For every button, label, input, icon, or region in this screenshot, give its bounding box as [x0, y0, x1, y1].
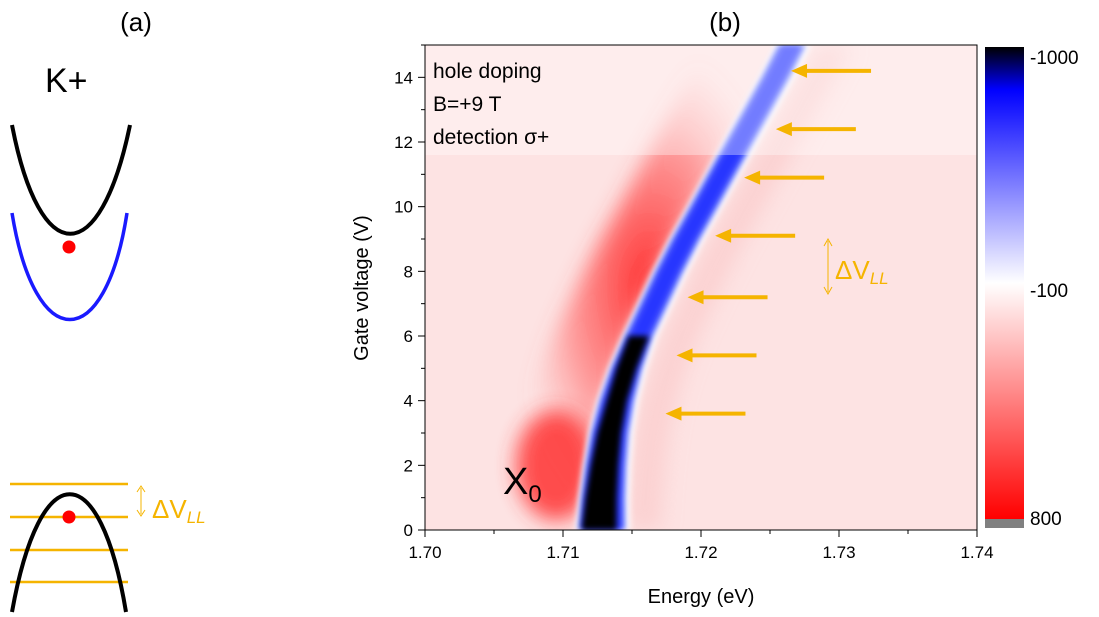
landau-arrow	[715, 228, 796, 243]
landau-arrow-head	[744, 170, 761, 185]
y-tick-label: 14	[394, 68, 413, 87]
colorbar-tick-bottom: 800	[1030, 509, 1062, 530]
heatmap-halo	[626, 45, 853, 530]
landau-arrow-head	[791, 63, 808, 78]
colorbar-tick-top: -1000	[1030, 48, 1079, 69]
x-axis-label: Energy (eV)	[648, 586, 755, 608]
delta-vll-label-b: ΔVLL	[835, 255, 889, 288]
y-tick-label: 4	[404, 392, 413, 411]
peak-label: X0	[503, 461, 542, 508]
panel-a: (a) K+ ΔVLL	[10, 7, 206, 613]
annotation-line-3: detection σ+	[433, 126, 549, 149]
landau-arrow	[665, 406, 746, 421]
landau-arrow-head	[715, 228, 732, 243]
landau-arrow	[687, 290, 768, 305]
y-tick-label: 0	[404, 521, 413, 540]
x-tick-label: 1.73	[822, 543, 855, 562]
landau-arrow	[744, 170, 825, 185]
valence-band-curve	[10, 492, 128, 613]
lower-band-curve	[10, 212, 129, 321]
heatmap-top-fade	[425, 45, 977, 155]
y-tick-label: 12	[394, 133, 413, 152]
heatmap-white-edge	[575, 45, 812, 530]
valley-label: K+	[45, 62, 88, 100]
annotation-line-2: B=+9 T	[433, 93, 502, 116]
upper-band-curve	[10, 124, 132, 236]
carrier-dot-upper	[62, 240, 76, 254]
landau-arrows	[665, 63, 872, 421]
y-tick-label: 10	[394, 198, 413, 217]
colorbar-gradient	[985, 47, 1024, 519]
y-axis: 0 2 4 6 8 10 12 14	[394, 44, 425, 540]
delta-vll-label-a: ΔVLL	[152, 494, 206, 527]
x-tick-label: 1.70	[408, 543, 441, 562]
y-tick-label: 2	[404, 456, 413, 475]
y-axis-label: Gate voltage (V)	[351, 215, 373, 361]
y-tick-label: 8	[404, 262, 413, 281]
landau-arrow-head	[676, 348, 693, 363]
y-tick-label: 6	[404, 327, 413, 346]
x-axis: 1.70 1.71 1.72 1.73 1.74	[408, 530, 994, 562]
panel-b-label: (b)	[709, 7, 741, 37]
x-tick-label: 1.74	[960, 543, 993, 562]
landau-arrow-head	[665, 406, 682, 421]
colorbar: -1000 -100 800	[985, 47, 1079, 530]
landau-arrow	[775, 122, 856, 137]
delta-vll-marker-a: ΔVLL	[136, 485, 206, 527]
heatmap-black-core	[581, 336, 649, 530]
heatmap	[425, 45, 977, 530]
panel-b: (b) 1.70 1.71 1.72 1.73 1.74 0 2 4 6 8 10 12 14 Ene…	[351, 7, 1079, 608]
carrier-dot-lower	[62, 510, 76, 524]
colorbar-tick-mid: -100	[1030, 281, 1068, 302]
annotation-line-1: hole doping	[433, 60, 542, 83]
colorbar-overflow	[985, 519, 1024, 528]
delta-vll-marker-b: ΔVLL	[823, 237, 889, 296]
heatmap-layers	[425, 45, 977, 530]
landau-arrow	[676, 348, 757, 363]
x-tick-label: 1.71	[546, 543, 579, 562]
landau-arrow	[791, 63, 872, 78]
landau-arrow-head	[775, 122, 792, 137]
landau-levels	[10, 482, 128, 584]
x-tick-label: 1.72	[684, 543, 717, 562]
heatmap-red-core	[516, 410, 597, 521]
panel-a-label: (a)	[120, 7, 152, 37]
landau-arrow-head	[687, 290, 704, 305]
